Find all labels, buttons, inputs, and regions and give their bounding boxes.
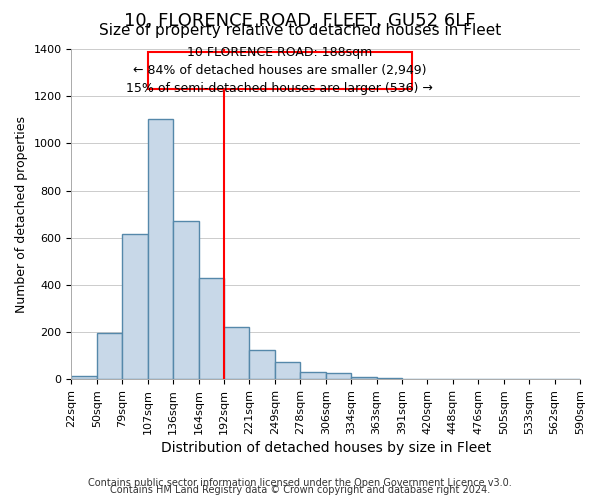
Bar — [351, 377, 377, 379]
Bar — [250, 350, 275, 379]
FancyBboxPatch shape — [148, 52, 412, 88]
Bar — [148, 118, 173, 379]
Text: Contains public sector information licensed under the Open Government Licence v3: Contains public sector information licen… — [88, 478, 512, 488]
Bar — [326, 374, 351, 379]
Bar — [173, 221, 199, 379]
Bar — [275, 362, 300, 379]
Bar — [377, 378, 402, 379]
Bar — [97, 333, 122, 379]
Bar — [122, 234, 148, 379]
Bar — [224, 328, 250, 379]
Y-axis label: Number of detached properties: Number of detached properties — [15, 116, 28, 312]
Bar — [300, 372, 326, 379]
Text: 10, FLORENCE ROAD, FLEET, GU52 6LF: 10, FLORENCE ROAD, FLEET, GU52 6LF — [124, 12, 476, 30]
Bar — [71, 376, 97, 379]
Text: 10 FLORENCE ROAD: 188sqm
← 84% of detached houses are smaller (2,949)
15% of sem: 10 FLORENCE ROAD: 188sqm ← 84% of detach… — [127, 46, 433, 95]
Bar — [199, 278, 224, 379]
Text: Contains HM Land Registry data © Crown copyright and database right 2024.: Contains HM Land Registry data © Crown c… — [110, 485, 490, 495]
Text: Size of property relative to detached houses in Fleet: Size of property relative to detached ho… — [99, 22, 501, 38]
X-axis label: Distribution of detached houses by size in Fleet: Distribution of detached houses by size … — [161, 441, 491, 455]
